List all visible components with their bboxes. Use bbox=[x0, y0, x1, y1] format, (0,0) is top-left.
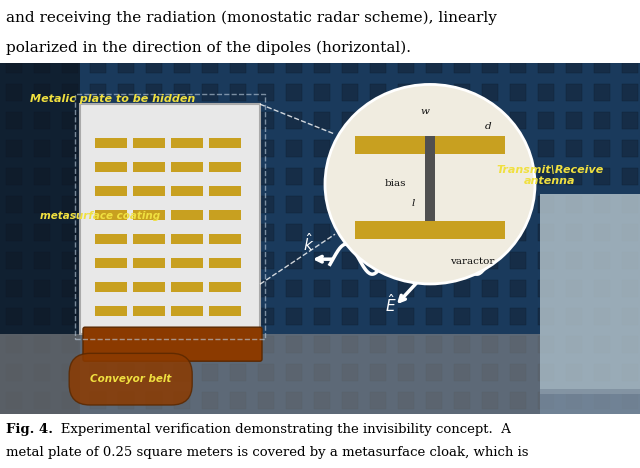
Bar bbox=[171, 282, 203, 292]
Bar bbox=[355, 136, 505, 154]
Text: d: d bbox=[485, 122, 492, 131]
Text: l: l bbox=[412, 199, 415, 208]
Bar bbox=[133, 306, 165, 316]
Text: and receiving the radiation (monostatic radar scheme), linearly: and receiving the radiation (monostatic … bbox=[6, 10, 497, 25]
Text: varactor: varactor bbox=[450, 257, 494, 266]
Ellipse shape bbox=[325, 84, 535, 284]
Text: metal plate of 0.25 square meters is covered by a metasurface cloak, which is: metal plate of 0.25 square meters is cov… bbox=[6, 446, 529, 460]
Bar bbox=[95, 186, 127, 196]
Bar bbox=[209, 282, 241, 292]
Bar bbox=[133, 162, 165, 172]
Bar bbox=[95, 138, 127, 148]
Bar bbox=[95, 282, 127, 292]
Bar bbox=[133, 282, 165, 292]
Bar bbox=[95, 234, 127, 244]
Bar bbox=[133, 210, 165, 220]
Bar bbox=[171, 306, 203, 316]
Bar bbox=[209, 210, 241, 220]
FancyBboxPatch shape bbox=[83, 327, 262, 361]
Bar bbox=[133, 234, 165, 244]
Bar bbox=[209, 234, 241, 244]
Bar bbox=[171, 258, 203, 268]
Bar bbox=[171, 234, 203, 244]
Text: bias: bias bbox=[385, 179, 406, 188]
Text: $\hat{k}$: $\hat{k}$ bbox=[303, 232, 314, 254]
Bar bbox=[80, 104, 260, 334]
Bar bbox=[209, 138, 241, 148]
Text: w: w bbox=[420, 107, 429, 116]
Bar bbox=[540, 194, 640, 394]
Bar bbox=[95, 210, 127, 220]
Bar bbox=[0, 334, 540, 414]
Bar bbox=[425, 136, 435, 221]
Bar bbox=[133, 138, 165, 148]
Bar bbox=[209, 306, 241, 316]
Bar bbox=[209, 162, 241, 172]
Bar bbox=[171, 162, 203, 172]
Bar bbox=[95, 162, 127, 172]
Bar bbox=[95, 258, 127, 268]
Text: Experimental verification demonstrating the invisibility concept.  A: Experimental verification demonstrating … bbox=[48, 423, 511, 436]
Text: $\hat{E}$: $\hat{E}$ bbox=[385, 293, 397, 315]
Text: polarized in the direction of the dipoles (horizontal).: polarized in the direction of the dipole… bbox=[6, 40, 412, 55]
Bar bbox=[540, 389, 640, 414]
Bar bbox=[75, 94, 265, 339]
Text: Conveyor belt: Conveyor belt bbox=[90, 374, 172, 384]
Text: Transmit\Receive
antenna: Transmit\Receive antenna bbox=[497, 165, 604, 186]
Bar bbox=[133, 186, 165, 196]
Bar bbox=[171, 210, 203, 220]
Bar bbox=[355, 221, 505, 239]
Text: metasurface coating: metasurface coating bbox=[40, 211, 160, 221]
Bar bbox=[171, 186, 203, 196]
Bar bbox=[209, 258, 241, 268]
Text: Metalic plate to be hidden: Metalic plate to be hidden bbox=[30, 94, 195, 104]
Text: Fig. 4.: Fig. 4. bbox=[6, 423, 53, 436]
Bar bbox=[95, 306, 127, 316]
Bar bbox=[209, 186, 241, 196]
Bar bbox=[171, 138, 203, 148]
Bar bbox=[0, 63, 80, 414]
Bar bbox=[133, 258, 165, 268]
